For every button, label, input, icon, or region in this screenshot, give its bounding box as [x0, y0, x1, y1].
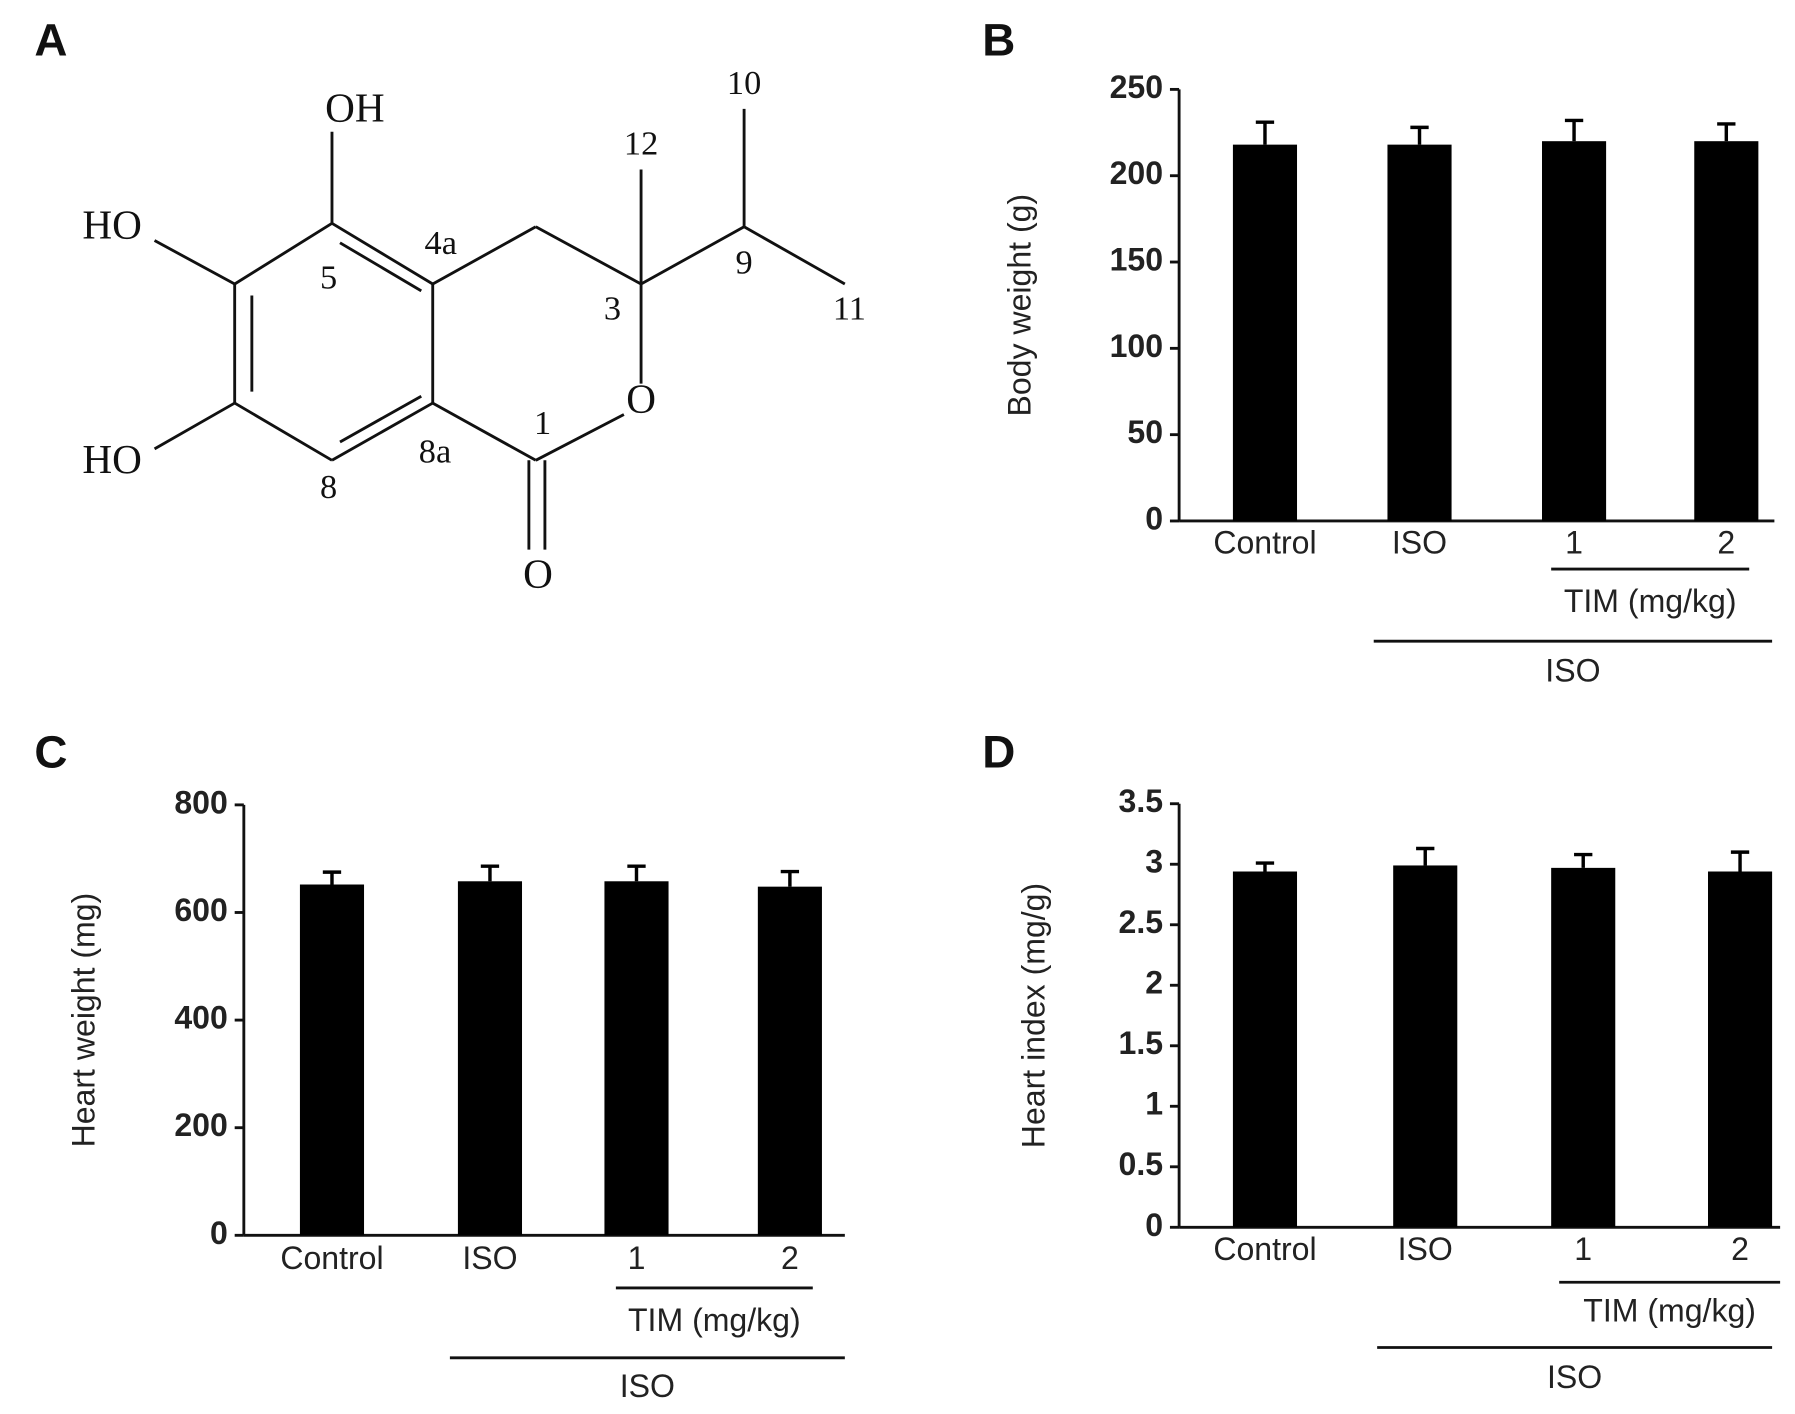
x-tick-label: Control [1213, 524, 1316, 560]
y-tick-label: 2 [1145, 965, 1163, 1001]
atom-number: 10 [727, 64, 761, 102]
y-tick-label: 3.5 [1119, 783, 1164, 819]
atom-number: 12 [624, 125, 658, 163]
bar [1232, 871, 1298, 1228]
atom-number: 3 [604, 289, 621, 327]
atom-label: O [523, 551, 553, 597]
y-tick-label: 100 [1110, 328, 1163, 364]
x-tick-label: ISO [1392, 524, 1447, 560]
x-tick-label: 2 [781, 1240, 799, 1276]
y-tick-label: 200 [1110, 155, 1163, 191]
y-tick-label: 0 [1145, 1207, 1163, 1243]
panel-label: B [982, 15, 1015, 66]
y-tick-label: 1 [1145, 1086, 1163, 1122]
group-label: ISO [1545, 653, 1600, 689]
group-label: TIM (mg/kg) [1583, 1293, 1756, 1329]
atom-number: 8a [419, 432, 451, 470]
bar [1393, 865, 1458, 1228]
y-axis-label: Body weight (g) [1002, 194, 1038, 417]
bar [299, 884, 365, 1236]
group-label: ISO [620, 1368, 675, 1404]
bar [604, 881, 669, 1236]
x-tick-label: 2 [1731, 1231, 1749, 1267]
atom-label: HO [82, 202, 142, 248]
chemical-structure: OH HO HO 5 4a 3 12 10 9 11 O 1 8a 8 O [82, 64, 866, 597]
y-tick-label: 400 [174, 1000, 227, 1036]
y-tick-label: 2.5 [1119, 904, 1164, 940]
atom-number: 1 [534, 404, 551, 442]
bar [1387, 144, 1452, 521]
y-tick-label: 1.5 [1119, 1025, 1164, 1061]
bar [1232, 144, 1298, 521]
y-tick-label: 200 [174, 1107, 227, 1143]
y-tick-label: 50 [1127, 414, 1163, 450]
x-tick-label: 1 [628, 1240, 646, 1276]
y-tick-label: 250 [1110, 69, 1163, 105]
y-tick-label: 800 [174, 784, 227, 820]
x-tick-label: Control [280, 1240, 383, 1276]
panel-label: D [982, 727, 1015, 778]
group-label: TIM (mg/kg) [628, 1302, 801, 1338]
atom-number: 5 [320, 258, 337, 296]
x-tick-label: ISO [462, 1240, 517, 1276]
bar [1694, 141, 1759, 521]
panel-label: C [34, 727, 67, 778]
atom-number: 8 [320, 468, 337, 506]
y-tick-label: 600 [174, 892, 227, 928]
bar [1707, 871, 1773, 1228]
x-tick-label: 2 [1717, 524, 1735, 560]
atom-number: 4a [425, 224, 457, 262]
x-tick-label: 1 [1565, 524, 1583, 560]
atom-number: 11 [833, 289, 866, 327]
bar [1542, 141, 1607, 521]
y-tick-label: 0 [1145, 500, 1163, 536]
atom-label: OH [325, 85, 385, 131]
atom-number: 9 [736, 244, 753, 282]
x-tick-label: 1 [1574, 1231, 1592, 1267]
bar [457, 881, 523, 1236]
y-tick-label: 0 [210, 1215, 228, 1251]
x-tick-label: ISO [1398, 1231, 1453, 1267]
group-label: TIM (mg/kg) [1564, 583, 1737, 619]
bar [1551, 867, 1616, 1228]
group-label: ISO [1547, 1359, 1602, 1395]
y-axis-label: Heart weight (mg) [65, 893, 101, 1148]
y-tick-label: 3 [1145, 844, 1163, 880]
bar [757, 886, 822, 1236]
y-tick-label: 0.5 [1119, 1146, 1164, 1182]
x-tick-label: Control [1213, 1231, 1316, 1267]
atom-label: HO [82, 436, 142, 482]
y-axis-label: Heart index (mg/g) [1015, 883, 1051, 1148]
y-tick-label: 150 [1110, 241, 1163, 277]
atom-label: O [626, 376, 656, 422]
panel-label: A [34, 15, 67, 66]
